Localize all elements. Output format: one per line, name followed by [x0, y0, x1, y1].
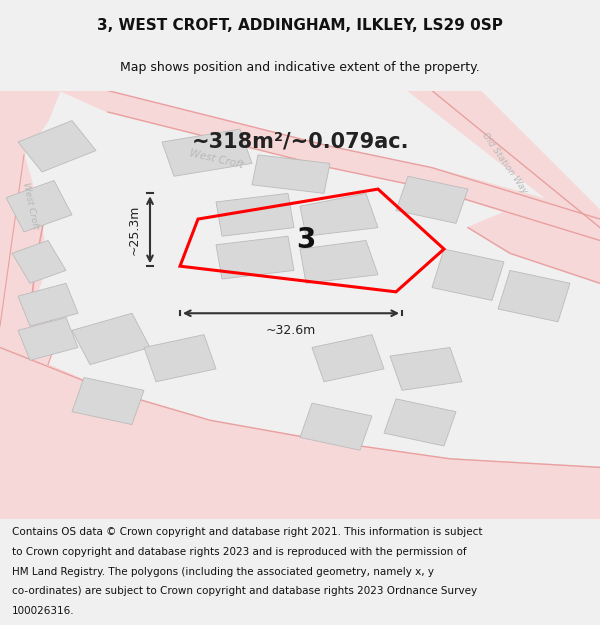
Text: ~318m²/~0.079ac.: ~318m²/~0.079ac.: [191, 132, 409, 152]
Polygon shape: [18, 283, 78, 326]
Text: ~25.3m: ~25.3m: [128, 204, 141, 255]
Text: HM Land Registry. The polygons (including the associated geometry, namely x, y: HM Land Registry. The polygons (includin…: [12, 566, 434, 576]
Polygon shape: [60, 91, 600, 241]
Polygon shape: [432, 249, 504, 301]
Polygon shape: [18, 318, 78, 361]
Polygon shape: [0, 133, 48, 326]
Polygon shape: [162, 129, 252, 176]
Polygon shape: [312, 334, 384, 382]
Polygon shape: [498, 271, 570, 322]
Polygon shape: [408, 91, 600, 241]
Text: Old Station Way: Old Station Way: [479, 131, 529, 196]
Polygon shape: [216, 236, 294, 279]
Polygon shape: [300, 193, 378, 236]
Polygon shape: [384, 399, 456, 446]
Polygon shape: [396, 176, 468, 223]
Polygon shape: [18, 121, 96, 172]
Polygon shape: [252, 155, 330, 193]
Polygon shape: [72, 378, 144, 424]
Polygon shape: [72, 313, 150, 364]
Text: Map shows position and indicative extent of the property.: Map shows position and indicative extent…: [120, 61, 480, 74]
Polygon shape: [216, 193, 294, 236]
Text: to Crown copyright and database rights 2023 and is reproduced with the permissio: to Crown copyright and database rights 2…: [12, 547, 467, 557]
Text: 3: 3: [296, 226, 316, 254]
Text: 100026316.: 100026316.: [12, 606, 74, 616]
Polygon shape: [300, 241, 378, 283]
Polygon shape: [144, 334, 216, 382]
Polygon shape: [468, 198, 600, 283]
Polygon shape: [0, 348, 600, 519]
Text: West Croft: West Croft: [188, 148, 244, 170]
Text: 3, WEST CROFT, ADDINGHAM, ILKLEY, LS29 0SP: 3, WEST CROFT, ADDINGHAM, ILKLEY, LS29 0…: [97, 18, 503, 33]
Polygon shape: [6, 181, 72, 232]
Polygon shape: [300, 403, 372, 450]
Text: West Croft: West Croft: [20, 182, 40, 231]
Text: co-ordinates) are subject to Crown copyright and database rights 2023 Ordnance S: co-ordinates) are subject to Crown copyr…: [12, 586, 477, 596]
Polygon shape: [390, 348, 462, 390]
Text: Contains OS data © Crown copyright and database right 2021. This information is : Contains OS data © Crown copyright and d…: [12, 528, 482, 538]
Polygon shape: [0, 304, 60, 364]
Polygon shape: [12, 241, 66, 283]
Polygon shape: [0, 91, 60, 155]
Text: ~32.6m: ~32.6m: [266, 324, 316, 337]
